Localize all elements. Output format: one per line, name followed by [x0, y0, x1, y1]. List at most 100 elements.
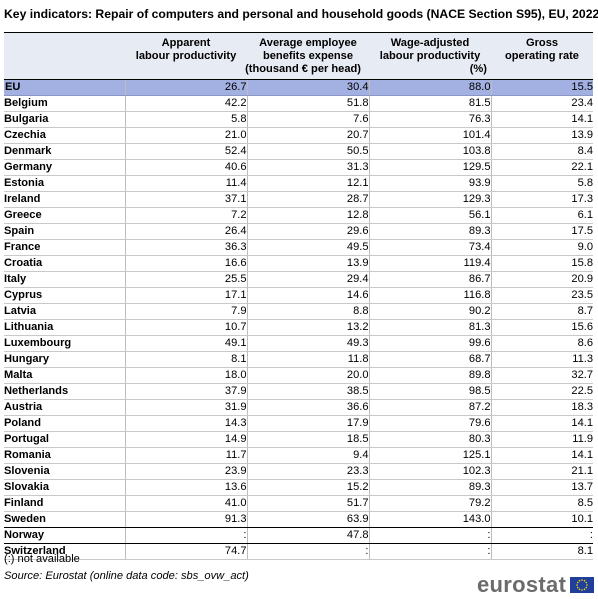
country-cell: Belgium: [4, 95, 125, 112]
gross-operating-rate-cell: 17.5: [490, 223, 593, 240]
apparent-labour-productivity-cell: 74.7: [124, 543, 247, 560]
country-cell: Greece: [4, 207, 125, 224]
header-apparent-labour-productivity: Apparent labour productivity x: [125, 32, 247, 80]
country-cell: Hungary: [4, 351, 125, 368]
apparent-labour-productivity-cell: 52.4: [124, 143, 247, 160]
table-row: Bulgaria 5.8 7.6 76.3 14.1: [4, 111, 593, 128]
gross-operating-rate-cell: 14.1: [490, 447, 593, 464]
table-row: Sweden 91.3 63.9 143.0 10.1: [4, 511, 593, 528]
average-employee-benefits-cell: 9.4: [246, 447, 369, 464]
country-cell: Luxembourg: [4, 335, 125, 352]
average-employee-benefits-cell: 28.7: [246, 191, 369, 208]
country-cell: Slovenia: [4, 463, 125, 480]
average-employee-benefits-cell: 13.9: [246, 255, 369, 272]
header-gross-operating-rate: Gross operating rate x: [491, 32, 593, 80]
country-cell: Czechia: [4, 127, 125, 144]
apparent-labour-productivity-cell: 7.2: [124, 207, 247, 224]
average-employee-benefits-cell: 17.9: [246, 415, 369, 432]
wage-adjusted-productivity-cell: 88.0: [368, 79, 491, 96]
apparent-labour-productivity-cell: 91.3: [124, 511, 247, 528]
country-cell: Netherlands: [4, 383, 125, 400]
average-employee-benefits-cell: 51.8: [246, 95, 369, 112]
apparent-labour-productivity-cell: 10.7: [124, 319, 247, 336]
average-employee-benefits-cell: 20.7: [246, 127, 369, 144]
table-row: Croatia 16.6 13.9 119.4 15.8: [4, 255, 593, 272]
country-cell: Bulgaria: [4, 111, 125, 128]
footnote-not-available: (:) not available: [4, 553, 80, 565]
country-cell: Malta: [4, 367, 125, 384]
average-employee-benefits-cell: 29.6: [246, 223, 369, 240]
apparent-labour-productivity-cell: 31.9: [124, 399, 247, 416]
gross-operating-rate-cell: 6.1: [490, 207, 593, 224]
header-average-employee-benefits: Average employee benefits expense (thous…: [245, 32, 369, 80]
table-row: Slovakia 13.6 15.2 89.3 13.7: [4, 479, 593, 496]
table-row: Portugal 14.9 18.5 80.3 11.9: [4, 431, 593, 448]
wage-adjusted-productivity-cell: 143.0: [368, 511, 491, 528]
header-line: Apparent: [161, 36, 211, 49]
average-employee-benefits-cell: 63.9: [246, 511, 369, 528]
table-row: Finland 41.0 51.7 79.2 8.5: [4, 495, 593, 512]
table-body: EU 26.7 30.4 88.0 15.5 Belgium 42.2 51.8 81.5 23.…: [4, 79, 593, 560]
wage-adjusted-productivity-cell: 119.4: [368, 255, 491, 272]
apparent-labour-productivity-cell: 16.6: [124, 255, 247, 272]
country-cell: Lithuania: [4, 319, 125, 336]
table-row: Latvia 7.9 8.8 90.2 8.7: [4, 303, 593, 320]
gross-operating-rate-cell: 23.5: [490, 287, 593, 304]
apparent-labour-productivity-cell: 26.7: [124, 79, 247, 96]
eu-flag-icon: [570, 577, 595, 593]
table-row: Malta 18.0 20.0 89.8 32.7: [4, 367, 593, 384]
average-employee-benefits-cell: 51.7: [246, 495, 369, 512]
table-row: Belgium 42.2 51.8 81.5 23.4: [4, 95, 593, 112]
average-employee-benefits-cell: 29.4: [246, 271, 369, 288]
wage-adjusted-productivity-cell: 68.7: [368, 351, 491, 368]
country-cell: Poland: [4, 415, 125, 432]
country-cell: Finland: [4, 495, 125, 512]
header-wage-adjusted-labour-productivity: Wage-adjusted labour productivity (%): [369, 32, 491, 80]
wage-adjusted-productivity-cell: 86.7: [368, 271, 491, 288]
country-cell: Latvia: [4, 303, 125, 320]
apparent-labour-productivity-cell: 7.9: [124, 303, 247, 320]
eurostat-logo: eurostat: [477, 572, 595, 598]
wage-adjusted-productivity-cell: 129.5: [368, 159, 491, 176]
apparent-labour-productivity-cell: 8.1: [124, 351, 247, 368]
gross-operating-rate-cell: 17.3: [490, 191, 593, 208]
wage-adjusted-productivity-cell: 90.2: [368, 303, 491, 320]
table-row: Lithuania 10.7 13.2 81.3 15.6: [4, 319, 593, 336]
wage-adjusted-productivity-cell: 73.4: [368, 239, 491, 256]
table-row: Switzerland 74.7::8.1: [4, 543, 593, 560]
gross-operating-rate-cell: 13.9: [490, 127, 593, 144]
wage-adjusted-productivity-cell: 89.3: [368, 223, 491, 240]
country-cell: Spain: [4, 223, 125, 240]
wage-adjusted-productivity-cell: 76.3: [368, 111, 491, 128]
table-row: Spain 26.4 29.6 89.3 17.5: [4, 223, 593, 240]
average-employee-benefits-cell: 12.1: [246, 175, 369, 192]
table-header-row: Apparent labour productivity x Average e…: [4, 32, 593, 80]
apparent-labour-productivity-cell: 25.5: [124, 271, 247, 288]
average-employee-benefits-cell: 14.6: [246, 287, 369, 304]
gross-operating-rate-cell: :: [490, 527, 593, 544]
apparent-labour-productivity-cell: 23.9: [124, 463, 247, 480]
apparent-labour-productivity-cell: 26.4: [124, 223, 247, 240]
gross-operating-rate-cell: 23.4: [490, 95, 593, 112]
average-employee-benefits-cell: 31.3: [246, 159, 369, 176]
wage-adjusted-productivity-cell: 89.3: [368, 479, 491, 496]
gross-operating-rate-cell: 18.3: [490, 399, 593, 416]
apparent-labour-productivity-cell: 42.2: [124, 95, 247, 112]
table-row: Netherlands 37.9 38.5 98.5 22.5: [4, 383, 593, 400]
gross-operating-rate-cell: 8.1: [490, 543, 593, 560]
gross-operating-rate-cell: 22.5: [490, 383, 593, 400]
average-employee-benefits-cell: 50.5: [246, 143, 369, 160]
country-cell: EU: [4, 79, 125, 96]
header-line: Average employee: [259, 36, 357, 49]
gross-operating-rate-cell: 13.7: [490, 479, 593, 496]
table-row: Luxembourg 49.1 49.3 99.6 8.6: [4, 335, 593, 352]
country-cell: France: [4, 239, 125, 256]
wage-adjusted-productivity-cell: 125.1: [368, 447, 491, 464]
header-line: labour productivity: [135, 49, 237, 62]
table-row: Austria 31.9 36.6 87.2 18.3: [4, 399, 593, 416]
header-empty-cell: [4, 32, 125, 80]
wage-adjusted-productivity-cell: 56.1: [368, 207, 491, 224]
country-cell: Austria: [4, 399, 125, 416]
wage-adjusted-productivity-cell: 87.2: [368, 399, 491, 416]
country-cell: Ireland: [4, 191, 125, 208]
